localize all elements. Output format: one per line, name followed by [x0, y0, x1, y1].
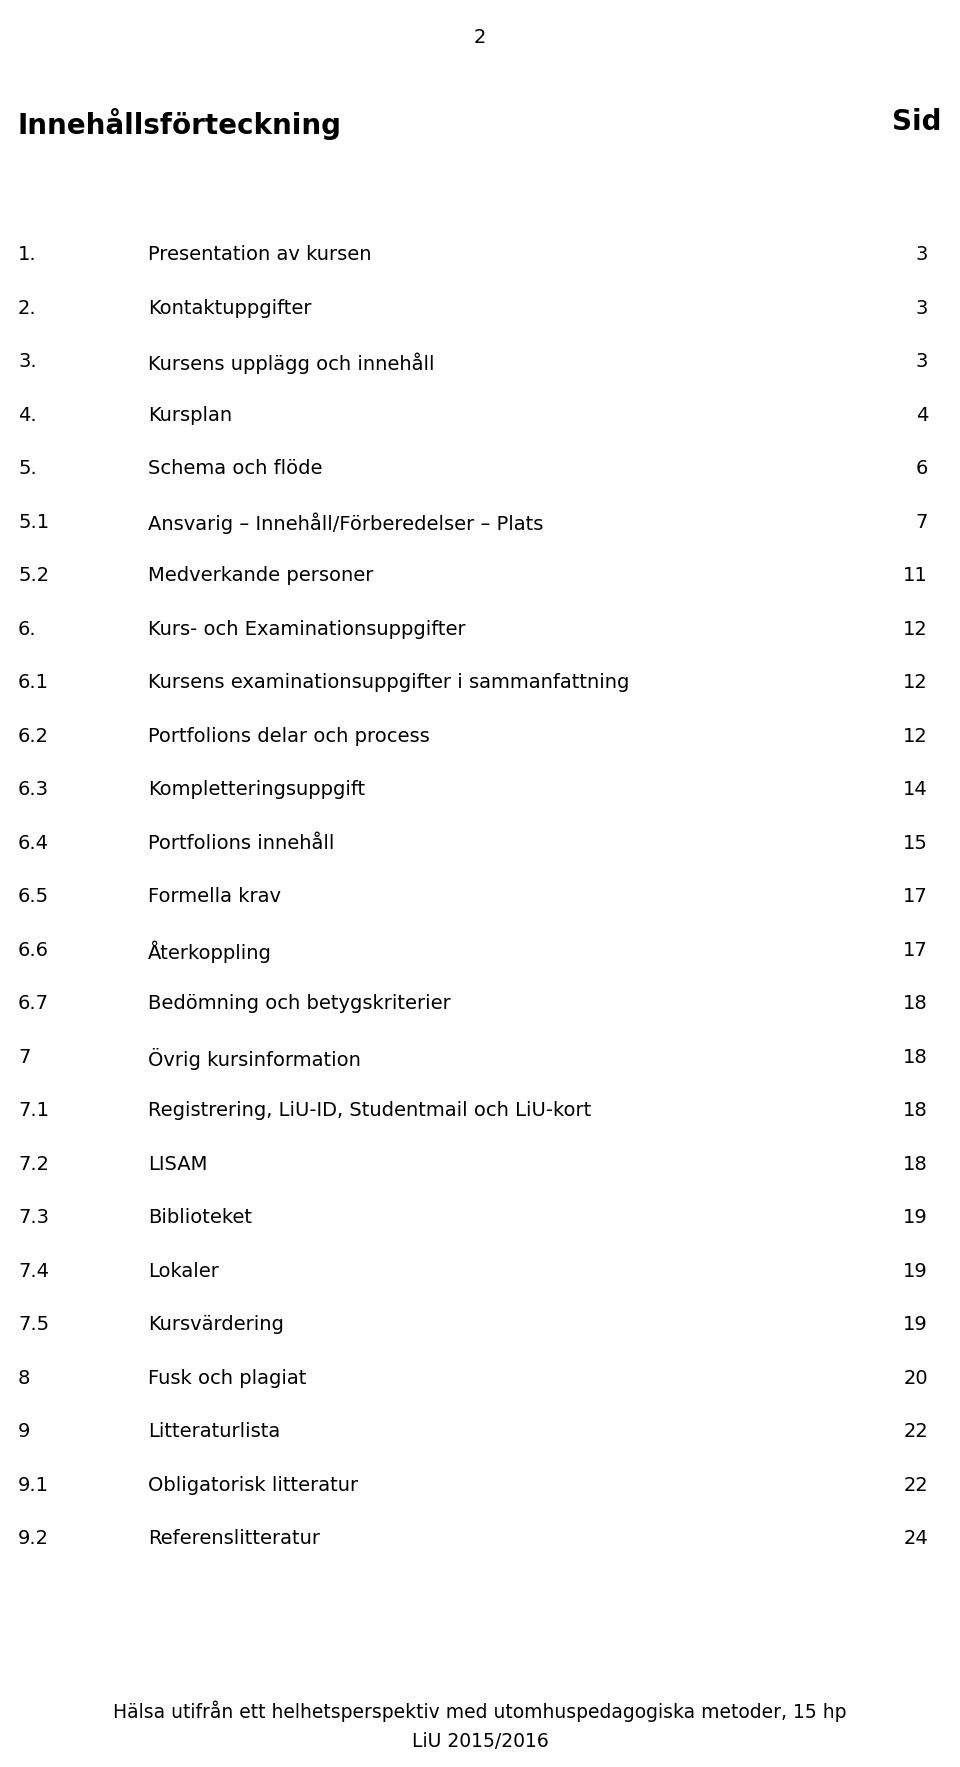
Text: 18: 18 [903, 1048, 928, 1067]
Text: 22: 22 [903, 1475, 928, 1495]
Text: Sid: Sid [893, 108, 942, 136]
Text: Medverkande personer: Medverkande personer [148, 565, 373, 585]
Text: 7.4: 7.4 [18, 1262, 49, 1281]
Text: Fusk och plagiat: Fusk och plagiat [148, 1368, 306, 1387]
Text: Kursvärdering: Kursvärdering [148, 1315, 284, 1334]
Text: 6.7: 6.7 [18, 995, 49, 1012]
Text: 2.: 2. [18, 299, 36, 318]
Text: 5.: 5. [18, 459, 36, 479]
Text: 7.5: 7.5 [18, 1315, 49, 1334]
Text: Referenslitteratur: Referenslitteratur [148, 1528, 320, 1548]
Text: Övrig kursinformation: Övrig kursinformation [148, 1048, 361, 1069]
Text: 11: 11 [903, 565, 928, 585]
Text: 5.2: 5.2 [18, 565, 49, 585]
Text: 12: 12 [903, 673, 928, 693]
Text: 6.3: 6.3 [18, 779, 49, 799]
Text: Registrering, LiU-ID, Studentmail och LiU-kort: Registrering, LiU-ID, Studentmail och Li… [148, 1101, 591, 1120]
Text: LiU 2015/2016: LiU 2015/2016 [412, 1732, 548, 1751]
Text: 17: 17 [903, 940, 928, 959]
Text: 8: 8 [18, 1368, 31, 1387]
Text: Presentation av kursen: Presentation av kursen [148, 246, 372, 263]
Text: 7: 7 [916, 512, 928, 532]
Text: 5.1: 5.1 [18, 512, 49, 532]
Text: Obligatorisk litteratur: Obligatorisk litteratur [148, 1475, 358, 1495]
Text: Hälsa utifrån ett helhetsperspektiv med utomhuspedagogiska metoder, 15 hp: Hälsa utifrån ett helhetsperspektiv med … [113, 1700, 847, 1721]
Text: 7.3: 7.3 [18, 1209, 49, 1226]
Text: 9.1: 9.1 [18, 1475, 49, 1495]
Text: 6.1: 6.1 [18, 673, 49, 693]
Text: 15: 15 [903, 834, 928, 852]
Text: Kurs- och Examinationsuppgifter: Kurs- och Examinationsuppgifter [148, 620, 466, 638]
Text: LISAM: LISAM [148, 1154, 207, 1173]
Text: Formella krav: Formella krav [148, 887, 281, 906]
Text: 19: 19 [903, 1262, 928, 1281]
Text: Innehållsförteckning: Innehållsförteckning [18, 108, 342, 140]
Text: Lokaler: Lokaler [148, 1262, 219, 1281]
Text: 17: 17 [903, 887, 928, 906]
Text: 14: 14 [903, 779, 928, 799]
Text: 2: 2 [474, 28, 486, 48]
Text: 4: 4 [916, 405, 928, 424]
Text: 7.2: 7.2 [18, 1154, 49, 1173]
Text: 6.4: 6.4 [18, 834, 49, 852]
Text: 18: 18 [903, 1154, 928, 1173]
Text: Schema och flöde: Schema och flöde [148, 459, 323, 479]
Text: Kursens upplägg och innehåll: Kursens upplägg och innehåll [148, 352, 435, 373]
Text: 1.: 1. [18, 246, 36, 263]
Text: 9: 9 [18, 1422, 31, 1442]
Text: 7.1: 7.1 [18, 1101, 49, 1120]
Text: 19: 19 [903, 1209, 928, 1226]
Text: 18: 18 [903, 1101, 928, 1120]
Text: Portfolions innehåll: Portfolions innehåll [148, 834, 334, 852]
Text: 12: 12 [903, 726, 928, 746]
Text: 6.5: 6.5 [18, 887, 49, 906]
Text: 6.2: 6.2 [18, 726, 49, 746]
Text: Kompletteringsuppgift: Kompletteringsuppgift [148, 779, 365, 799]
Text: Kontaktuppgifter: Kontaktuppgifter [148, 299, 311, 318]
Text: 3: 3 [916, 299, 928, 318]
Text: 6.: 6. [18, 620, 36, 638]
Text: Litteraturlista: Litteraturlista [148, 1422, 280, 1442]
Text: 3: 3 [916, 352, 928, 371]
Text: 22: 22 [903, 1422, 928, 1442]
Text: 6: 6 [916, 459, 928, 479]
Text: Biblioteket: Biblioteket [148, 1209, 252, 1226]
Text: 7: 7 [18, 1048, 31, 1067]
Text: 6.6: 6.6 [18, 940, 49, 959]
Text: Bedömning och betygskriterier: Bedömning och betygskriterier [148, 995, 451, 1012]
Text: Ansvarig – Innehåll/Förberedelser – Plats: Ansvarig – Innehåll/Förberedelser – Plat… [148, 512, 543, 534]
Text: 18: 18 [903, 995, 928, 1012]
Text: 12: 12 [903, 620, 928, 638]
Text: Kursplan: Kursplan [148, 405, 232, 424]
Text: Portfolions delar och process: Portfolions delar och process [148, 726, 430, 746]
Text: 24: 24 [903, 1528, 928, 1548]
Text: 3: 3 [916, 246, 928, 263]
Text: 4.: 4. [18, 405, 36, 424]
Text: Återkoppling: Återkoppling [148, 940, 272, 963]
Text: 19: 19 [903, 1315, 928, 1334]
Text: 9.2: 9.2 [18, 1528, 49, 1548]
Text: 20: 20 [903, 1368, 928, 1387]
Text: Kursens examinationsuppgifter i sammanfattning: Kursens examinationsuppgifter i sammanfa… [148, 673, 630, 693]
Text: 3.: 3. [18, 352, 36, 371]
